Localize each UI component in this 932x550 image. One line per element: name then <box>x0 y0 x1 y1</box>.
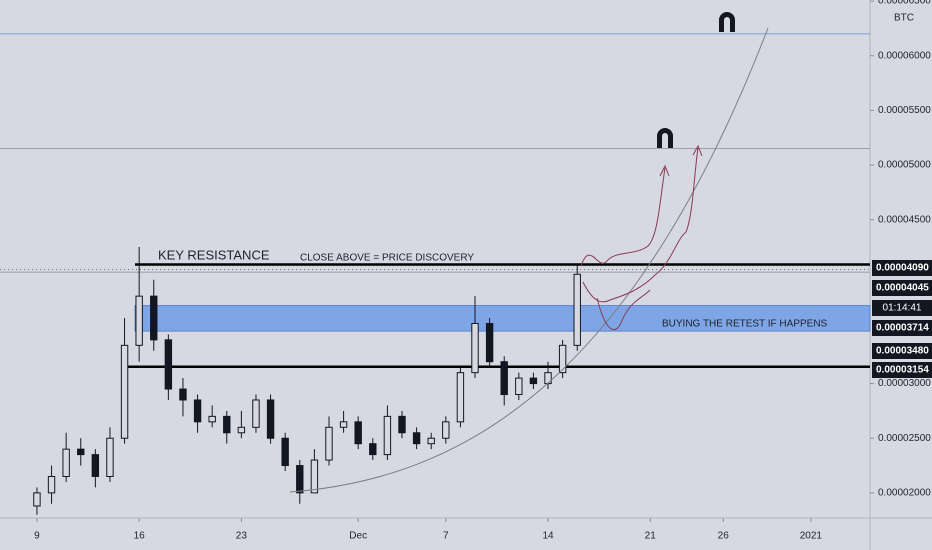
candle-body <box>354 421 362 445</box>
price-label-box <box>872 343 932 359</box>
price-label: 0.00003714 <box>876 323 929 334</box>
candle-body <box>223 415 231 434</box>
candle-body <box>544 372 552 385</box>
axis-label: BTC <box>894 13 914 24</box>
arrow-head <box>659 164 670 177</box>
candle-body <box>369 443 377 456</box>
candle-body <box>179 388 187 401</box>
candle-body <box>296 465 304 494</box>
candle-body <box>310 459 319 494</box>
candle-body <box>456 372 465 423</box>
candle-body <box>529 377 538 385</box>
x-tick-label: Dec <box>349 531 367 542</box>
magnet-icon <box>719 12 735 32</box>
y-tick-label: 0.00002500 <box>878 433 931 444</box>
candle-body <box>515 377 523 396</box>
candle-body <box>91 454 100 477</box>
candle-body <box>325 426 333 461</box>
x-tick-label: 14 <box>542 531 554 542</box>
annotation: BUYING THE RETEST IF HAPPENS <box>662 319 828 330</box>
candle-body <box>164 339 173 390</box>
candle-body <box>281 437 289 467</box>
candle-body <box>237 426 246 434</box>
candle-body <box>47 475 56 494</box>
plot-area <box>0 0 870 518</box>
y-tick-label: 0.00006500 <box>878 0 931 7</box>
candle-body <box>193 399 202 423</box>
x-tick-label: 9 <box>34 531 40 542</box>
candle-body <box>339 421 348 428</box>
candle-body <box>33 492 41 507</box>
x-tick-label: 21 <box>645 531 657 542</box>
levels <box>0 33 871 369</box>
candle-body <box>398 415 406 434</box>
y-tick-label: 0.00002000 <box>878 488 931 499</box>
price-label-box <box>872 280 932 296</box>
buy-zone <box>134 305 871 332</box>
price-label: 0.00004090 <box>876 263 929 274</box>
candle-body <box>120 344 129 439</box>
candle-body <box>573 273 581 346</box>
candle-body <box>485 322 494 363</box>
candle-body <box>442 421 450 439</box>
price-label: 0.00003154 <box>876 365 929 376</box>
parabolic-curve <box>289 27 769 493</box>
candle-body <box>500 361 508 396</box>
candle-body <box>266 399 275 439</box>
x-tick-label: 23 <box>236 531 248 542</box>
candle-body <box>106 437 114 477</box>
arrow-head <box>692 144 703 157</box>
x-tick-label: 7 <box>443 531 449 542</box>
price-label-box <box>872 362 932 378</box>
candle-body <box>412 432 421 445</box>
y-tick-label: 0.00005000 <box>878 160 931 171</box>
y-tick-label: 0.00006000 <box>878 50 931 61</box>
y-tick-label: 0.00005500 <box>878 105 931 116</box>
candle-body <box>383 415 392 456</box>
candle-body <box>252 399 260 428</box>
annotation: CLOSE ABOVE = PRICE DISCOVERY <box>300 253 474 264</box>
price-label: 0.00004045 <box>876 283 929 294</box>
x-tick-label: 26 <box>718 531 730 542</box>
x-tick-label: 2021 <box>800 531 823 542</box>
candles <box>33 246 581 515</box>
candle-body <box>427 437 435 445</box>
candle-body <box>77 448 85 456</box>
countdown-box <box>872 300 932 316</box>
projection-arrow <box>582 147 699 303</box>
magnet-icon <box>657 128 673 148</box>
price-label: 0.00003480 <box>876 346 929 357</box>
price-label-box <box>872 260 932 276</box>
price-label-box <box>872 320 932 336</box>
candle-body <box>135 295 143 346</box>
projection-arrow <box>580 167 666 267</box>
retest-path <box>596 289 651 330</box>
candle-body <box>208 415 216 423</box>
countdown: 01:14:41 <box>883 303 922 314</box>
x-tick-label: 16 <box>134 531 146 542</box>
candle-body <box>62 448 70 477</box>
y-tick-label: 0.00004500 <box>878 214 931 225</box>
y-tick-label: 0.00003000 <box>878 378 931 389</box>
candle-body <box>558 344 567 374</box>
candle-body <box>471 322 479 374</box>
annotation: KEY RESISTANCE <box>158 247 270 262</box>
candle-body <box>150 295 158 341</box>
